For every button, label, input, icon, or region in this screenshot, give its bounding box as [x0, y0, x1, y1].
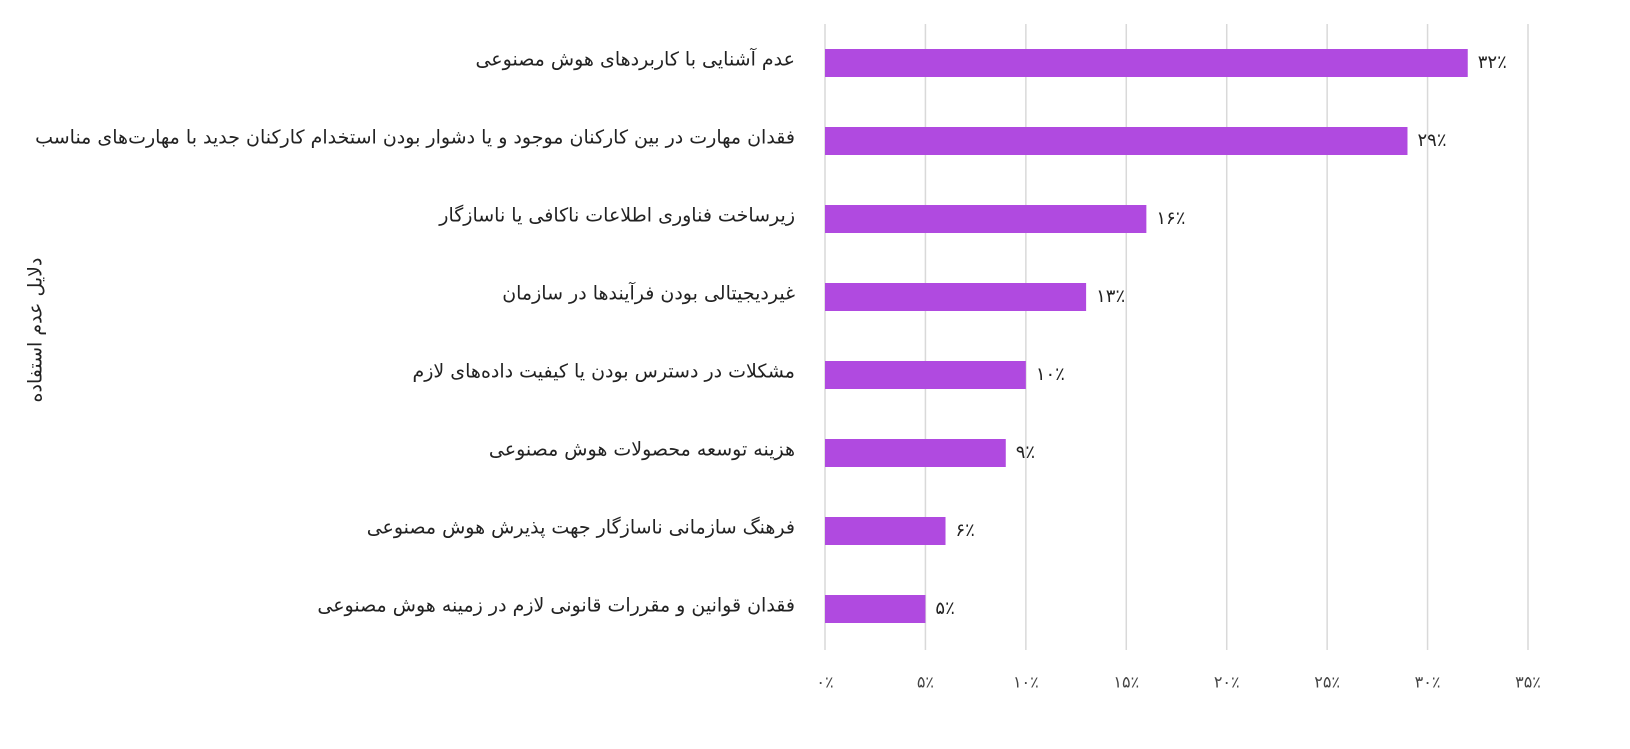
bar [825, 517, 946, 545]
x-tick-label: ۳۵٪ [1515, 673, 1541, 692]
category-label: هزینه توسعه محصولات هوش مصنوعی [489, 439, 795, 461]
value-label: ۶٪ [956, 520, 975, 541]
value-label: ۵٪ [935, 598, 954, 619]
category-label: غیردیجیتالی بودن فرآیندها در سازمان [502, 281, 795, 305]
bar [825, 361, 1026, 389]
bar [825, 205, 1147, 233]
category-label: مشکلات در دسترس بودن یا کیفیت داده‌های ل… [412, 361, 795, 383]
y-axis-label: دلایل عدم استفاده [25, 258, 47, 403]
x-tick-label: ۵٪ [917, 673, 934, 692]
bar [825, 439, 1006, 467]
x-tick-label: ۱۰٪ [1013, 673, 1039, 692]
bar [825, 127, 1408, 155]
x-tick-label: ۲۰٪ [1214, 673, 1240, 692]
value-label: ۱۶٪ [1156, 208, 1185, 229]
category-label: فقدان مهارت در بین کارکنان موجود و یا دش… [35, 127, 795, 149]
x-tick-label: ۲۵٪ [1314, 673, 1340, 692]
value-label: ۱۰٪ [1036, 364, 1065, 385]
value-label: ۲۹٪ [1417, 130, 1446, 151]
category-label: فقدان قوانین و مقررات قانونی لازم در زمی… [317, 595, 795, 617]
bar [825, 49, 1468, 77]
bar [825, 595, 926, 623]
x-tick-label: ۰٪ [816, 673, 833, 692]
category-label: فرهنگ سازمانی ناسازگار جهت پذیرش هوش مصن… [367, 516, 795, 539]
category-label: عدم آشنایی با کاربردهای هوش مصنوعی [475, 47, 795, 71]
value-label: ۱۳٪ [1096, 286, 1125, 307]
x-tick-label: ۱۵٪ [1113, 673, 1139, 692]
x-tick-label: ۳۰٪ [1415, 673, 1441, 692]
value-label: ۳۲٪ [1478, 52, 1507, 73]
category-label: زیرساخت فناوری اطلاعات ناکافی یا ناسازگا… [438, 204, 795, 227]
bar [825, 283, 1087, 311]
value-label: ۹٪ [1016, 442, 1035, 463]
